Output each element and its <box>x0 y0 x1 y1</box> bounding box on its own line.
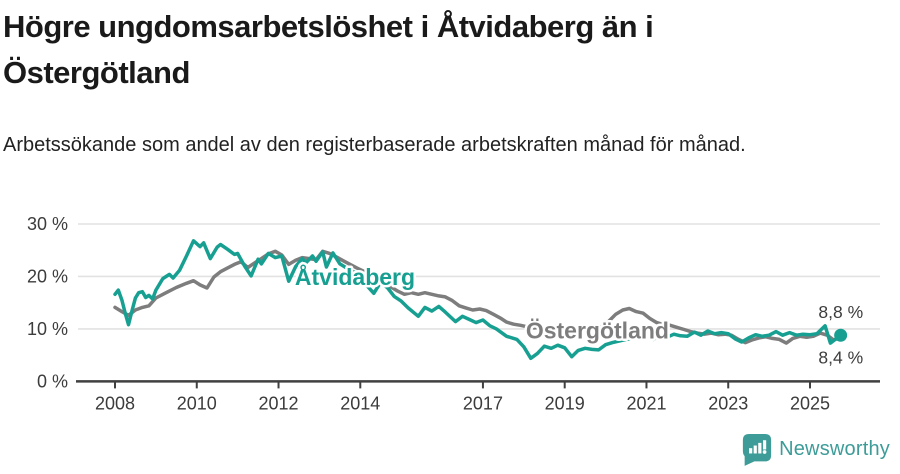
x-axis-tick-label: 2023 <box>708 393 748 413</box>
chart-title: Högre ungdomsarbetslöshet i Åtvidaberg ä… <box>3 9 654 90</box>
x-axis-tick-label: 2014 <box>340 393 380 413</box>
x-axis-tick-label: 2021 <box>626 393 666 413</box>
series-label-östergötland: Östergötland <box>526 318 669 344</box>
chart-subtitle: Arbetssökande som andel av den registerb… <box>3 134 746 156</box>
end-value-label: 8,4 % <box>818 347 863 367</box>
x-axis-tick-label: 2017 <box>463 393 503 413</box>
series-label-åtvidaberg: Åtvidaberg <box>295 263 415 290</box>
line-chart: 0 % 10 % 20 % 30 % 2008 2010 2012 2014 2017 2019 2… <box>27 214 880 413</box>
x-axis-tick-label: 2025 <box>790 393 830 413</box>
x-axis-tick-label: 2012 <box>259 393 299 413</box>
newsworthy-logo: Newsworthy <box>742 433 890 466</box>
series-end-dot-åtvidaberg <box>834 328 848 342</box>
y-axis-label: 10 % <box>27 319 68 339</box>
y-axis-label: 0 % <box>37 371 68 391</box>
series-line-åtvidaberg <box>113 239 843 361</box>
end-value-label: 8,8 % <box>818 302 863 322</box>
newsworthy-bubble-chart-icon <box>742 434 772 466</box>
x-axis-tick-label: 2019 <box>545 393 585 413</box>
x-axis-tick-label: 2008 <box>95 393 135 413</box>
newsworthy-wordmark: Newsworthy <box>779 438 890 460</box>
y-axis-label: 30 % <box>27 214 68 234</box>
x-axis-tick-label: 2010 <box>177 393 217 413</box>
y-axis-label: 20 % <box>27 266 68 286</box>
